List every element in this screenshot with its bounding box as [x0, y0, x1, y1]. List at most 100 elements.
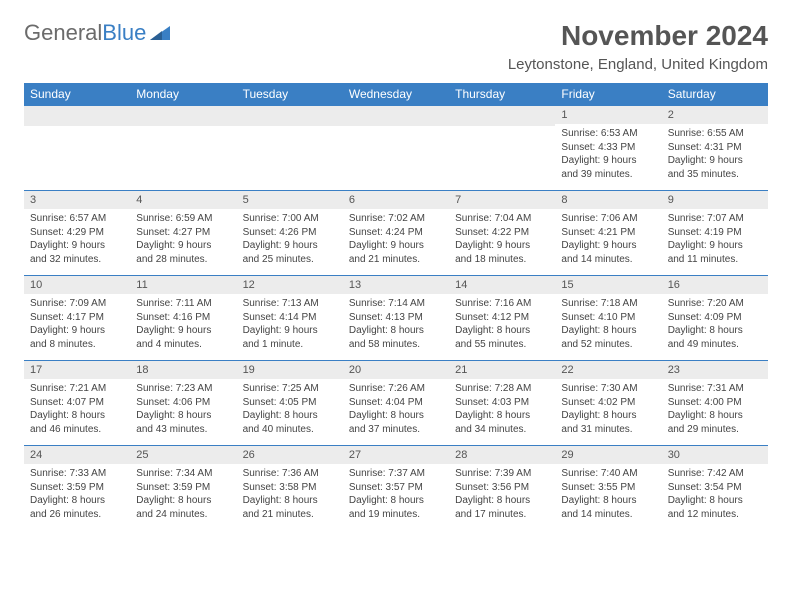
week-row: 10Sunrise: 7:09 AMSunset: 4:17 PMDayligh…	[24, 276, 768, 361]
weekday-header: Thursday	[449, 83, 555, 106]
day-cell: 7Sunrise: 7:04 AMSunset: 4:22 PMDaylight…	[449, 191, 555, 276]
day-cell: 13Sunrise: 7:14 AMSunset: 4:13 PMDayligh…	[343, 276, 449, 361]
day-number: 15	[555, 276, 661, 294]
sunset-text: Sunset: 3:59 PM	[30, 481, 124, 495]
sunset-text: Sunset: 3:59 PM	[136, 481, 230, 495]
sunrise-text: Sunrise: 7:31 AM	[668, 382, 762, 396]
day-details: Sunrise: 7:26 AMSunset: 4:04 PMDaylight:…	[343, 379, 449, 440]
calendar-head: Sunday Monday Tuesday Wednesday Thursday…	[24, 83, 768, 106]
sunrise-text: Sunrise: 7:14 AM	[349, 297, 443, 311]
weekday-header: Tuesday	[237, 83, 343, 106]
weekday-row: Sunday Monday Tuesday Wednesday Thursday…	[24, 83, 768, 106]
daylight-text: Daylight: 9 hours and 39 minutes.	[561, 154, 655, 181]
day-cell: 25Sunrise: 7:34 AMSunset: 3:59 PMDayligh…	[130, 446, 236, 531]
sunset-text: Sunset: 4:31 PM	[668, 141, 762, 155]
day-number	[343, 106, 449, 126]
day-cell: 10Sunrise: 7:09 AMSunset: 4:17 PMDayligh…	[24, 276, 130, 361]
day-number: 26	[237, 446, 343, 464]
day-number	[130, 106, 236, 126]
daylight-text: Daylight: 8 hours and 49 minutes.	[668, 324, 762, 351]
sunset-text: Sunset: 4:05 PM	[243, 396, 337, 410]
day-details: Sunrise: 7:02 AMSunset: 4:24 PMDaylight:…	[343, 209, 449, 270]
day-number: 25	[130, 446, 236, 464]
sunrise-text: Sunrise: 7:02 AM	[349, 212, 443, 226]
day-number: 14	[449, 276, 555, 294]
day-cell: 4Sunrise: 6:59 AMSunset: 4:27 PMDaylight…	[130, 191, 236, 276]
week-row: 1Sunrise: 6:53 AMSunset: 4:33 PMDaylight…	[24, 106, 768, 191]
day-details: Sunrise: 7:42 AMSunset: 3:54 PMDaylight:…	[662, 464, 768, 525]
day-number: 2	[662, 106, 768, 124]
day-number: 4	[130, 191, 236, 209]
weekday-header: Saturday	[662, 83, 768, 106]
day-number	[237, 106, 343, 126]
sunset-text: Sunset: 3:56 PM	[455, 481, 549, 495]
day-number: 11	[130, 276, 236, 294]
sunrise-text: Sunrise: 7:42 AM	[668, 467, 762, 481]
sunrise-text: Sunrise: 7:23 AM	[136, 382, 230, 396]
day-number: 12	[237, 276, 343, 294]
day-details: Sunrise: 7:21 AMSunset: 4:07 PMDaylight:…	[24, 379, 130, 440]
sunset-text: Sunset: 4:07 PM	[30, 396, 124, 410]
day-details: Sunrise: 7:30 AMSunset: 4:02 PMDaylight:…	[555, 379, 661, 440]
day-cell	[343, 106, 449, 191]
location-text: Leytonstone, England, United Kingdom	[508, 56, 768, 73]
day-cell: 16Sunrise: 7:20 AMSunset: 4:09 PMDayligh…	[662, 276, 768, 361]
day-details: Sunrise: 7:18 AMSunset: 4:10 PMDaylight:…	[555, 294, 661, 355]
sunset-text: Sunset: 4:22 PM	[455, 226, 549, 240]
sunrise-text: Sunrise: 7:18 AM	[561, 297, 655, 311]
day-details: Sunrise: 7:13 AMSunset: 4:14 PMDaylight:…	[237, 294, 343, 355]
daylight-text: Daylight: 9 hours and 11 minutes.	[668, 239, 762, 266]
day-details: Sunrise: 7:16 AMSunset: 4:12 PMDaylight:…	[449, 294, 555, 355]
daylight-text: Daylight: 8 hours and 43 minutes.	[136, 409, 230, 436]
daylight-text: Daylight: 8 hours and 12 minutes.	[668, 494, 762, 521]
daylight-text: Daylight: 8 hours and 24 minutes.	[136, 494, 230, 521]
calendar-page: GeneralBlue November 2024 Leytonstone, E…	[0, 0, 792, 550]
sunrise-text: Sunrise: 7:37 AM	[349, 467, 443, 481]
sunset-text: Sunset: 4:13 PM	[349, 311, 443, 325]
sunset-text: Sunset: 4:16 PM	[136, 311, 230, 325]
sunrise-text: Sunrise: 6:57 AM	[30, 212, 124, 226]
day-cell: 18Sunrise: 7:23 AMSunset: 4:06 PMDayligh…	[130, 361, 236, 446]
calendar-body: 1Sunrise: 6:53 AMSunset: 4:33 PMDaylight…	[24, 106, 768, 531]
day-cell: 21Sunrise: 7:28 AMSunset: 4:03 PMDayligh…	[449, 361, 555, 446]
day-number: 22	[555, 361, 661, 379]
day-number: 6	[343, 191, 449, 209]
day-cell: 6Sunrise: 7:02 AMSunset: 4:24 PMDaylight…	[343, 191, 449, 276]
sunrise-text: Sunrise: 7:30 AM	[561, 382, 655, 396]
daylight-text: Daylight: 9 hours and 28 minutes.	[136, 239, 230, 266]
day-details: Sunrise: 6:55 AMSunset: 4:31 PMDaylight:…	[662, 124, 768, 185]
daylight-text: Daylight: 8 hours and 21 minutes.	[243, 494, 337, 521]
day-cell	[130, 106, 236, 191]
sunset-text: Sunset: 4:26 PM	[243, 226, 337, 240]
day-number: 5	[237, 191, 343, 209]
day-details: Sunrise: 7:34 AMSunset: 3:59 PMDaylight:…	[130, 464, 236, 525]
title-block: November 2024 Leytonstone, England, Unit…	[508, 20, 768, 73]
brand-logo: GeneralBlue	[24, 20, 170, 46]
day-cell: 22Sunrise: 7:30 AMSunset: 4:02 PMDayligh…	[555, 361, 661, 446]
sunrise-text: Sunrise: 7:09 AM	[30, 297, 124, 311]
day-details: Sunrise: 7:20 AMSunset: 4:09 PMDaylight:…	[662, 294, 768, 355]
daylight-text: Daylight: 9 hours and 21 minutes.	[349, 239, 443, 266]
day-details: Sunrise: 7:25 AMSunset: 4:05 PMDaylight:…	[237, 379, 343, 440]
day-number: 21	[449, 361, 555, 379]
daylight-text: Daylight: 8 hours and 40 minutes.	[243, 409, 337, 436]
day-number: 20	[343, 361, 449, 379]
sunrise-text: Sunrise: 7:33 AM	[30, 467, 124, 481]
sunrise-text: Sunrise: 7:16 AM	[455, 297, 549, 311]
daylight-text: Daylight: 9 hours and 18 minutes.	[455, 239, 549, 266]
day-cell: 15Sunrise: 7:18 AMSunset: 4:10 PMDayligh…	[555, 276, 661, 361]
sunset-text: Sunset: 4:29 PM	[30, 226, 124, 240]
sunset-text: Sunset: 4:27 PM	[136, 226, 230, 240]
day-details: Sunrise: 6:59 AMSunset: 4:27 PMDaylight:…	[130, 209, 236, 270]
day-cell: 27Sunrise: 7:37 AMSunset: 3:57 PMDayligh…	[343, 446, 449, 531]
sunrise-text: Sunrise: 7:34 AM	[136, 467, 230, 481]
daylight-text: Daylight: 8 hours and 14 minutes.	[561, 494, 655, 521]
day-number: 18	[130, 361, 236, 379]
day-number: 10	[24, 276, 130, 294]
page-header: GeneralBlue November 2024 Leytonstone, E…	[24, 20, 768, 73]
brand-right-text: Blue	[102, 20, 146, 46]
day-cell: 1Sunrise: 6:53 AMSunset: 4:33 PMDaylight…	[555, 106, 661, 191]
day-cell: 23Sunrise: 7:31 AMSunset: 4:00 PMDayligh…	[662, 361, 768, 446]
sunset-text: Sunset: 4:09 PM	[668, 311, 762, 325]
day-cell: 30Sunrise: 7:42 AMSunset: 3:54 PMDayligh…	[662, 446, 768, 531]
